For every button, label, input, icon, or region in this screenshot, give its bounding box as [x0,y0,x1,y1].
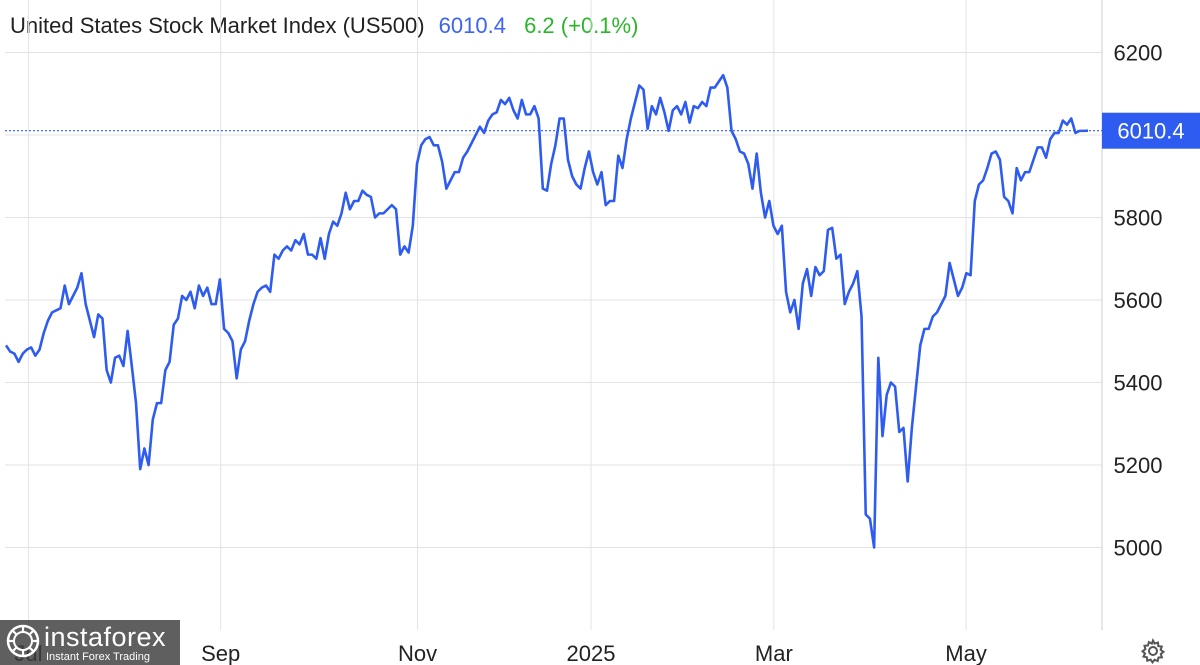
x-tick-label: Nov [398,641,437,665]
price-change: 6.2 (+0.1%) [524,13,639,38]
y-tick-label: 5800 [1114,206,1163,231]
watermark-tagline: Instant Forex Trading [46,651,150,663]
current-value-tag-label: 6010.4 [1117,119,1184,144]
x-tick-label: Mar [755,641,793,665]
y-tick-label: 5200 [1114,453,1163,478]
current-value-tag [1102,112,1200,149]
y-tick-label: 6200 [1114,41,1163,66]
current-price: 6010.4 [438,13,506,38]
x-tick-label: Sep [201,641,240,665]
y-tick-label: 5000 [1114,536,1163,561]
x-tick-label: May [945,641,987,665]
watermark-name: instaforex [44,622,167,652]
x-tick-label: 2025 [567,641,616,665]
gear-icon[interactable] [1140,638,1166,664]
grid-lines [5,0,1102,630]
y-tick-label: 5600 [1114,288,1163,313]
chart-title: United States Stock Market Index (US500) [10,13,425,38]
chart-header: United States Stock Market Index (US500)… [10,12,638,40]
watermark: instaforex Instant Forex Trading [0,620,180,665]
series-line [4,73,1089,549]
y-tick-label: 5400 [1114,371,1163,396]
instaforex-logo-icon [6,624,40,658]
